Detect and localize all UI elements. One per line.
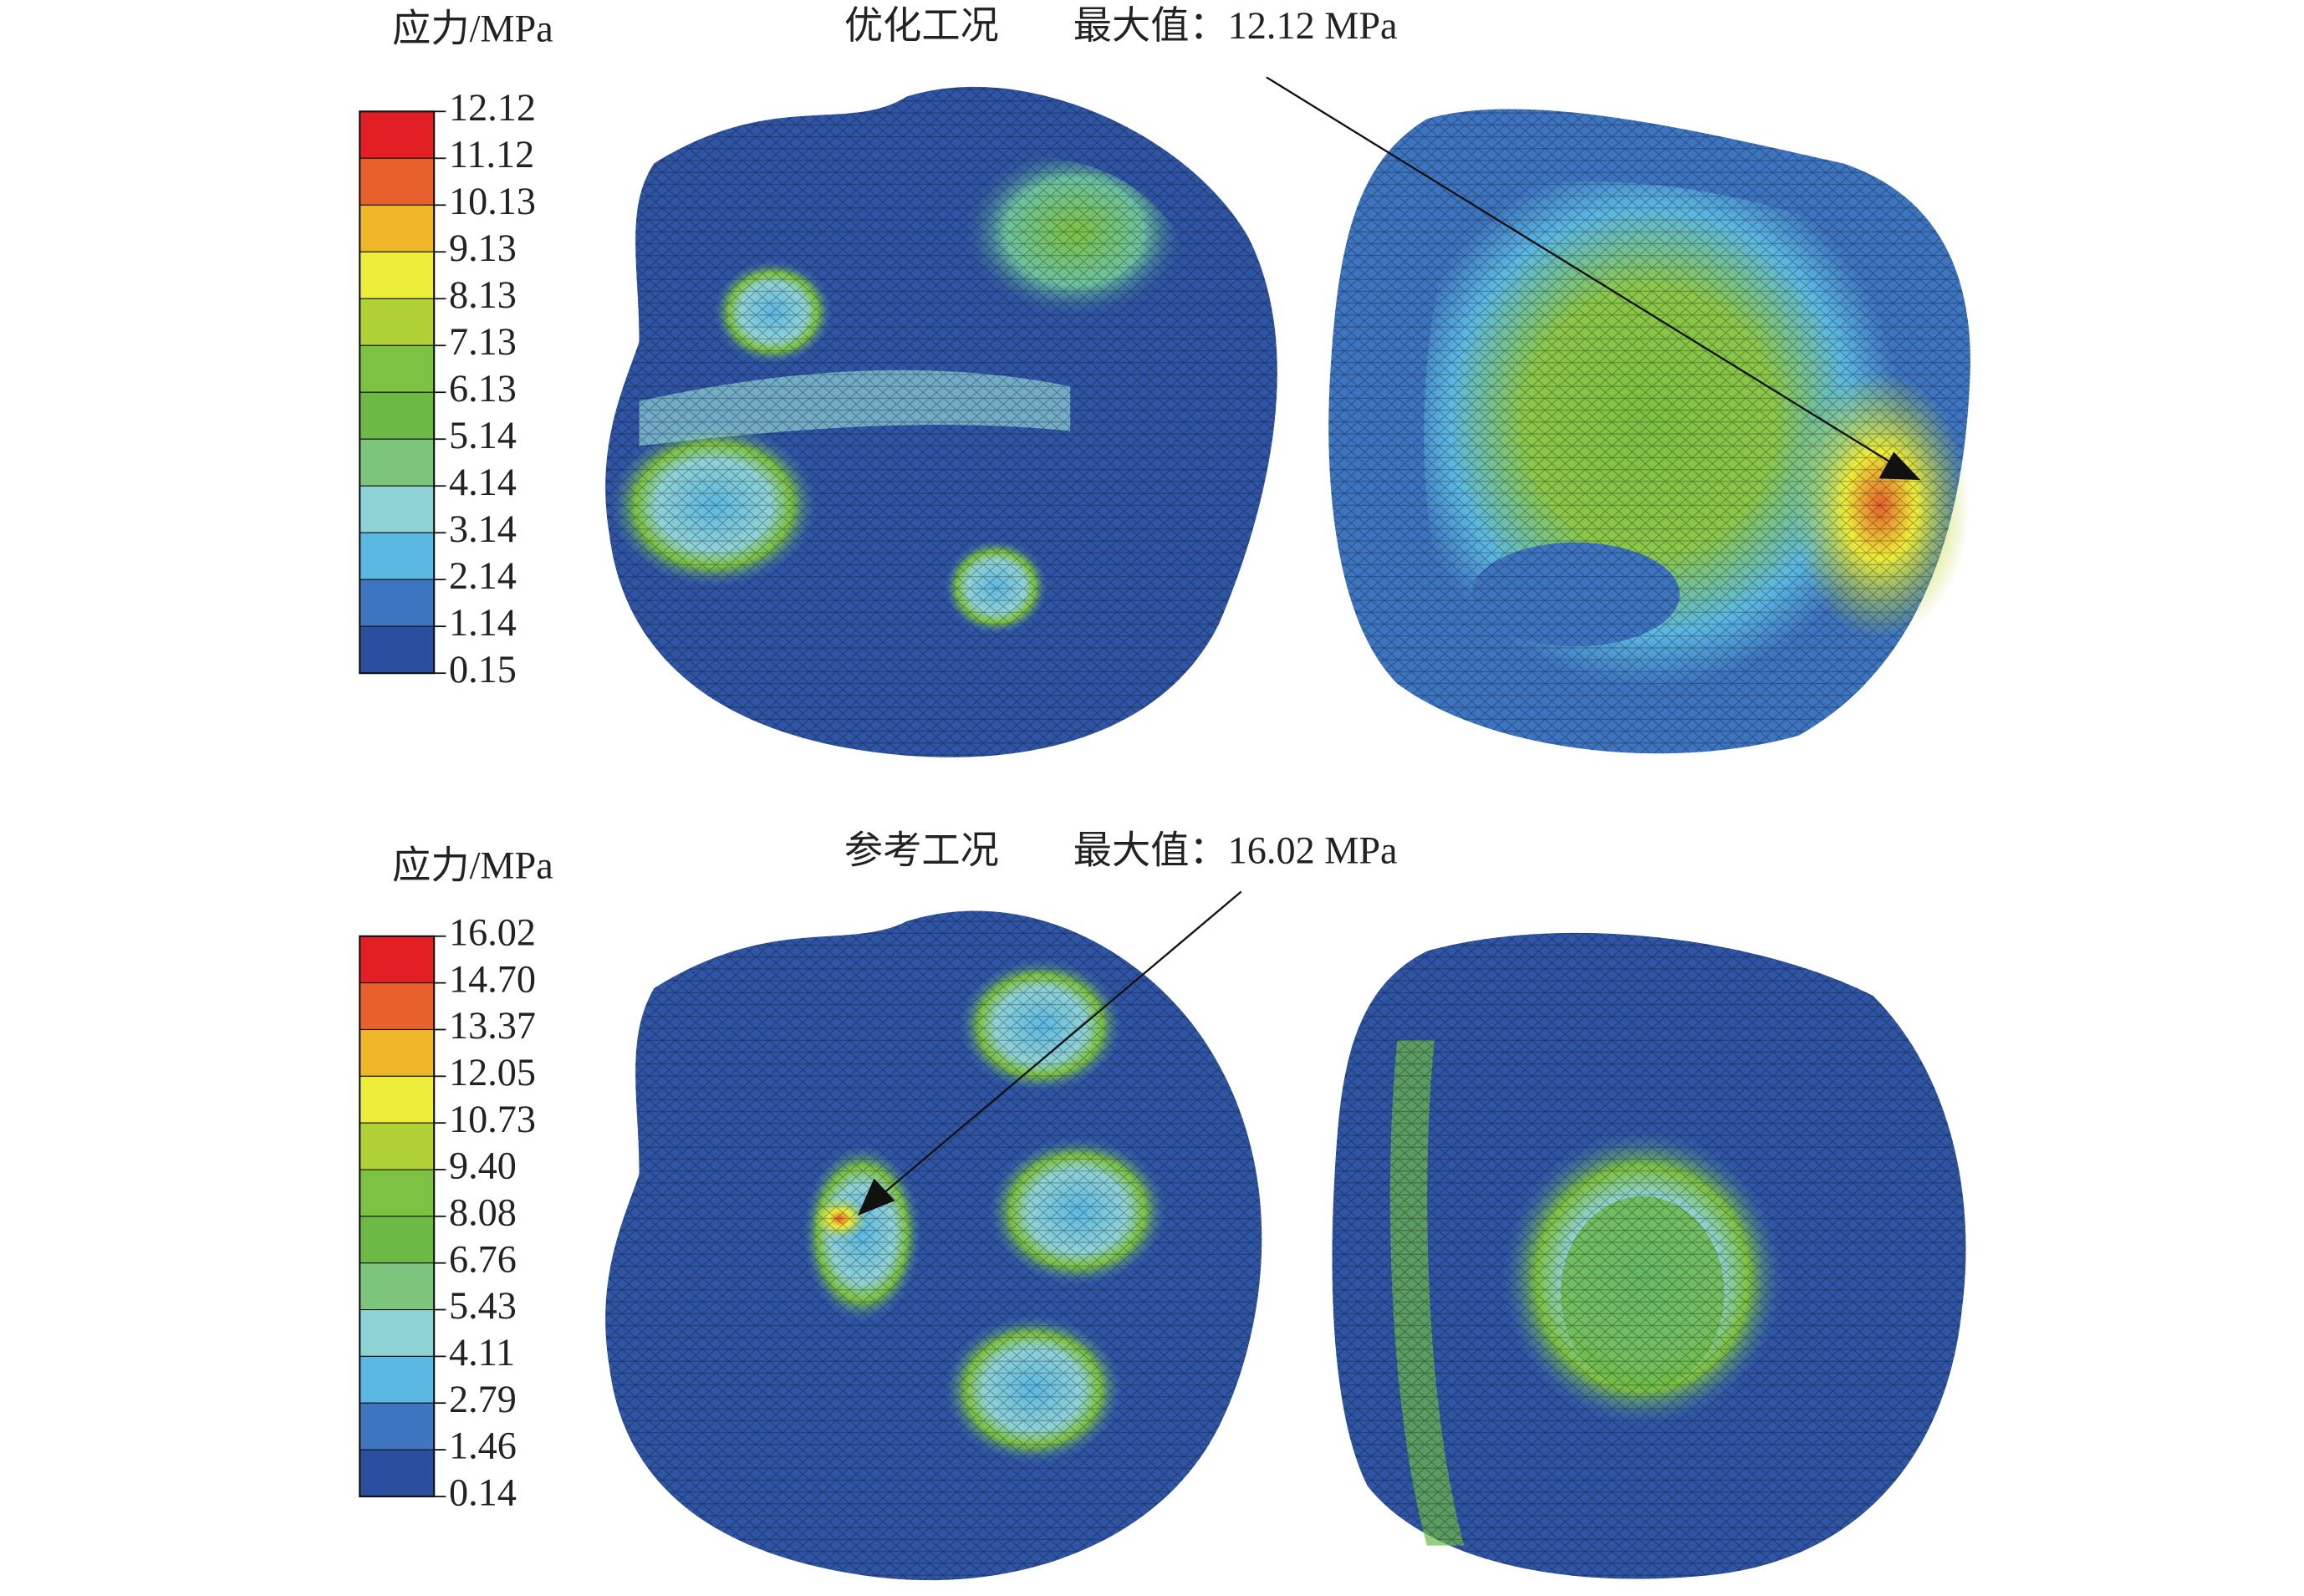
legend-band: [359, 579, 435, 627]
legend-band: [359, 1449, 435, 1497]
legend-band: [359, 251, 435, 299]
legend-label: 0.15: [449, 648, 517, 691]
legend-label: 6.13: [449, 367, 517, 410]
legend-label: 2.79: [449, 1378, 517, 1420]
legend-band: [359, 1309, 435, 1357]
legend-band: [359, 936, 435, 984]
legend-band: [359, 110, 435, 159]
legend-label: 12.12: [449, 86, 536, 129]
legend-label: 8.13: [449, 273, 517, 316]
tooth-bottom-right: [1332, 932, 1966, 1579]
legend-label: 7.13: [449, 320, 517, 363]
legend-band: [359, 1122, 435, 1170]
max-label: 最大值：12.12 MPa: [1073, 4, 1398, 47]
legend-label: 11.12: [449, 133, 534, 176]
legend-band: [359, 344, 435, 393]
legend-band: [359, 1355, 435, 1404]
legend-band: [359, 1262, 435, 1311]
legend-label: 0.14: [449, 1471, 517, 1514]
legend-band: [359, 204, 435, 252]
legend-band: [359, 157, 435, 206]
max-label: 最大值：16.02 MPa: [1073, 829, 1398, 872]
condition-label: 参考工况: [844, 829, 999, 872]
legend-label: 4.11: [449, 1331, 515, 1374]
condition-label: 优化工况: [844, 4, 999, 47]
legend-label: 5.43: [449, 1284, 517, 1327]
legend-band: [359, 532, 435, 580]
legend-band: [359, 298, 435, 346]
legend-label: 4.14: [449, 461, 517, 503]
legend-label: 1.14: [449, 601, 517, 644]
legend-band: [359, 625, 435, 674]
tooth-top-right: [1328, 109, 1970, 754]
legend-label: 12.05: [449, 1051, 536, 1094]
legend-band: [359, 1216, 435, 1264]
legend-band: [359, 1075, 435, 1124]
legend-label: 13.37: [449, 1004, 536, 1047]
legend-label: 10.13: [449, 180, 536, 222]
legend-label: 8.08: [449, 1191, 517, 1233]
legend-band: [359, 1028, 435, 1077]
tooth-top-left: [605, 86, 1277, 757]
legend-label: 16.02: [449, 910, 536, 953]
legend-label: 2.14: [449, 554, 517, 597]
legend-label: 9.40: [449, 1145, 517, 1187]
legend-band: [359, 438, 435, 487]
legend-label: 5.14: [449, 414, 517, 456]
legend-label: 10.73: [449, 1098, 536, 1140]
legend-band: [359, 1169, 435, 1217]
legend-label: 6.76: [449, 1237, 517, 1280]
legend-band: [359, 1402, 435, 1451]
legend-label: 3.14: [449, 507, 517, 550]
legend-label: 1.46: [449, 1425, 517, 1467]
legend-band: [359, 391, 435, 440]
tooth-bottom-left: [605, 910, 1262, 1581]
legend-title: 应力/MPa: [392, 844, 553, 886]
arrows: [857, 76, 1921, 1216]
legend-band: [359, 982, 435, 1031]
legend-title: 应力/MPa: [392, 8, 553, 50]
legend-band: [359, 485, 435, 533]
legend-label: 9.13: [449, 227, 517, 269]
legend-label: 14.70: [449, 957, 536, 1000]
